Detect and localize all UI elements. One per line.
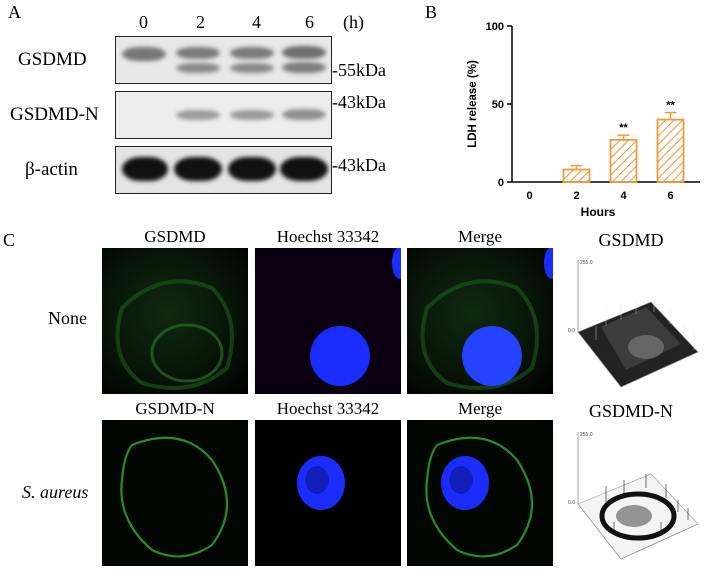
surface-axis-mid-2: 0.0 — [568, 500, 575, 506]
micro-hoechst-none — [255, 248, 401, 394]
lane-label-4h: 4 — [252, 12, 261, 32]
y-tick-label: 50 — [492, 99, 504, 111]
band — [122, 157, 168, 181]
micro-hoechst-saureus — [255, 420, 401, 566]
lane-label-6h: 6 — [305, 12, 314, 32]
bar — [656, 118, 685, 183]
band — [230, 47, 274, 59]
micro-title-r1-merge: Merge — [457, 227, 503, 246]
bar — [609, 138, 638, 183]
surface-plot-gsdmd-n: 255.0 0.0 — [568, 432, 699, 560]
x-tick-label: 2 — [573, 190, 579, 202]
micro-title-r1-gsdmd: GSDMD — [144, 227, 206, 246]
band — [282, 62, 326, 73]
y-tick-label: 100 — [486, 21, 504, 33]
surface-plot-gsdmd: 255.0 0.0 — [568, 260, 699, 388]
ldh-bar-chart: 0 50 100 LDH release (%) 0 2 ** 4 ** 6 Hours — [467, 21, 700, 219]
band — [176, 47, 220, 59]
blot-row-label-gsdmd: GSDMD — [18, 49, 87, 70]
band — [280, 157, 328, 181]
blot-strip-beta-actin — [115, 146, 332, 194]
lane-label-2h: 2 — [196, 12, 205, 32]
micro-merge-none — [407, 248, 553, 394]
surface-title-r2: GSDMD-N — [588, 401, 673, 421]
x-axis-label: Hours — [581, 205, 616, 219]
y-tick-label: 0 — [498, 177, 504, 189]
micro-title-r1-hoechst: Hoechst 33342 — [276, 227, 380, 246]
x-tick-label: 0 — [526, 190, 532, 202]
band — [176, 110, 220, 120]
micro-gsdmd-n-saureus — [102, 420, 248, 566]
kda-marker-beta-actin: -43kDa — [332, 155, 386, 175]
significance-label: ** — [666, 100, 675, 112]
surface-axis-mid: 0.0 — [568, 328, 575, 334]
surface-axis-top-2: 255.0 — [580, 432, 593, 438]
panel-b-letter: B — [425, 2, 438, 22]
kda-marker-gsdmd: -55kDa — [332, 60, 386, 80]
micro-title-r2-gsdmd-n: GSDMD-N — [135, 399, 215, 418]
significance-label: ** — [619, 122, 628, 134]
time-unit-label: (h) — [343, 12, 364, 32]
band — [230, 63, 274, 73]
x-tick-label: 4 — [620, 190, 627, 202]
micro-title-r2-hoechst: Hoechst 33342 — [276, 399, 380, 418]
blot-row-label-beta-actin: β-actin — [25, 159, 78, 180]
band — [230, 110, 274, 120]
band — [122, 47, 166, 61]
kda-marker-gsdmd-n: -43kDa — [332, 92, 386, 112]
surface-title-r1: GSDMD — [598, 230, 664, 250]
band — [176, 63, 220, 73]
lane-label-0h: 0 — [139, 12, 148, 32]
band — [282, 46, 326, 59]
blot-row-label-gsdmd-n: GSDMD-N — [10, 104, 99, 125]
micro-title-r2-merge: Merge — [457, 399, 503, 418]
surface-axis-top: 255.0 — [580, 260, 593, 266]
row-label-none: None — [48, 308, 87, 328]
blot-strip-gsdmd-n — [115, 91, 332, 139]
panel-a-letter: A — [8, 2, 21, 22]
micro-gsdmd-none — [102, 248, 248, 394]
bar — [562, 168, 591, 183]
row-label-s-aureus: S. aureus — [22, 482, 89, 502]
blot-strip-gsdmd — [115, 36, 332, 84]
micro-merge-saureus — [407, 420, 553, 566]
band — [174, 157, 222, 181]
y-axis-label: LDH release (%) — [467, 60, 479, 148]
band — [228, 157, 276, 181]
panel-c-letter: C — [3, 230, 16, 250]
band — [282, 109, 326, 120]
x-tick-label: 6 — [667, 190, 673, 202]
